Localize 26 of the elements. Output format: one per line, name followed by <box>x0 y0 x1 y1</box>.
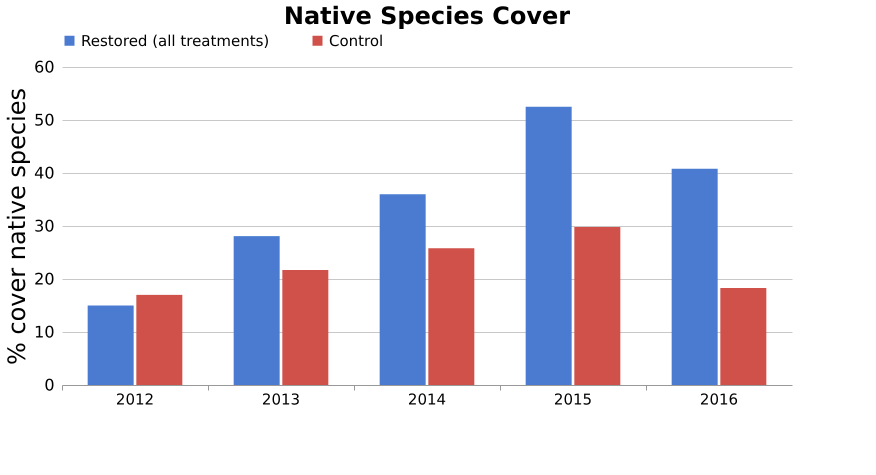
bar <box>672 168 718 385</box>
chart-title: Native Species Cover <box>284 2 570 30</box>
bar <box>428 248 474 385</box>
y-tick-label: 30 <box>34 216 54 236</box>
x-tick-label: 2013 <box>262 390 300 408</box>
y-tick-label: 40 <box>34 164 54 182</box>
y-tick-label: 60 <box>34 58 54 76</box>
x-tick-label: 2016 <box>700 390 738 408</box>
legend-label: Restored (all treatments) <box>81 32 270 50</box>
x-tick-label: 2015 <box>554 390 592 408</box>
bar <box>380 194 426 385</box>
y-axis-title: % cover native species <box>3 88 32 366</box>
bar <box>720 288 766 385</box>
bar <box>88 306 134 385</box>
y-tick-label: 50 <box>34 110 54 130</box>
bar <box>526 106 572 385</box>
y-tick-label: 0 <box>44 376 54 394</box>
bar <box>282 270 328 385</box>
x-tick-label: 2012 <box>116 390 154 408</box>
y-tick-label: 10 <box>34 322 54 342</box>
bar <box>234 236 280 385</box>
x-tick-label: 2014 <box>408 390 446 408</box>
bar <box>136 294 182 385</box>
bar <box>574 227 620 385</box>
y-tick-label: 20 <box>34 270 54 288</box>
legend-label: Control <box>329 32 384 50</box>
